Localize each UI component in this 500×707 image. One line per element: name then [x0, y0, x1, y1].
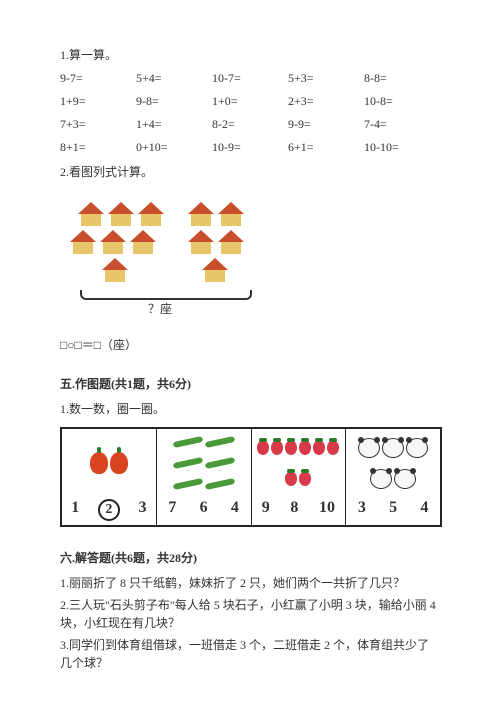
calc-cell: 10-8=: [364, 94, 440, 109]
count-cell: 3 5 4: [346, 429, 440, 525]
bracket-label: ？座: [60, 300, 260, 317]
pic-zone: [252, 429, 346, 497]
count-number: 8: [290, 499, 298, 517]
pepper-icon: [90, 452, 108, 474]
house-diagram: ？座: [60, 192, 260, 322]
count-number: 3: [138, 499, 146, 521]
cucumber-icon: [172, 478, 203, 490]
house-icon: [78, 202, 104, 226]
panda-icon: [394, 469, 416, 489]
calc-cell: 7-4=: [364, 117, 440, 132]
calc-cell: 5+4=: [136, 71, 212, 86]
calc-cell: 10-7=: [212, 71, 288, 86]
word-problem: 1.丽丽折了 8 只千纸鹤，妹妹折了 2 只，她们两个一共折了几只？: [60, 574, 440, 592]
num-zone: 7 6 4: [157, 497, 251, 521]
num-zone: 9 8 10: [252, 497, 346, 521]
formula: □○□＝□（座）: [60, 336, 440, 353]
cucumber-icon: [172, 436, 203, 448]
count-number: 10: [319, 499, 335, 517]
calc-cell: 8-2=: [212, 117, 288, 132]
strawberry-icon: [299, 472, 311, 486]
pic-zone: [346, 429, 440, 497]
count-number: 4: [420, 499, 428, 517]
cucumber-icon: [204, 457, 235, 469]
house-icon: [188, 202, 214, 226]
house-icon: [218, 230, 244, 254]
pic-zone: [62, 429, 156, 497]
house-icon: [138, 202, 164, 226]
section6-head: 六.解答题(共6题，共28分): [60, 549, 440, 566]
strawberry-icon: [257, 441, 269, 455]
calc-cell: 9-9=: [288, 117, 364, 132]
num-zone: 123: [62, 497, 156, 525]
count-cell: 9 8 10: [252, 429, 347, 525]
word-problems: 1.丽丽折了 8 只千纸鹤，妹妹折了 2 只，她们两个一共折了几只？ 2.三人玩"…: [60, 574, 440, 672]
calc-cell: 0+10=: [136, 140, 212, 155]
calc-cell: 9-7=: [60, 71, 136, 86]
calc-cell: 7+3=: [60, 117, 136, 132]
panda-icon: [370, 469, 392, 489]
house-icon: [188, 230, 214, 254]
calc-cell: 1+9=: [60, 94, 136, 109]
panda-icon: [382, 438, 404, 458]
calc-cell: 8-8=: [364, 71, 440, 86]
count-number: 2: [98, 499, 120, 521]
calc-row: 1+9=9-8=1+0=2+3=10-8=: [60, 94, 440, 109]
calc-cell: 9-8=: [136, 94, 212, 109]
calc-row: 9-7=5+4=10-7=5+3=8-8=: [60, 71, 440, 86]
strawberry-icon: [327, 441, 339, 455]
strawberry-icon: [313, 441, 325, 455]
house-icon: [102, 258, 128, 282]
count-cell: 123: [62, 429, 157, 525]
count-number: 6: [200, 499, 208, 517]
count-number: 1: [71, 499, 79, 521]
house-icon: [100, 230, 126, 254]
count-number: 4: [231, 499, 239, 517]
house-icon: [70, 230, 96, 254]
bracket: [80, 290, 252, 300]
count-table: 1237649810354: [60, 427, 442, 527]
calc-row: 7+3=1+4=8-2=9-9=7-4=: [60, 117, 440, 132]
q2-title: 2.看图列式计算。: [60, 163, 440, 180]
calc-grid: 9-7=5+4=10-7=5+3=8-8=1+9=9-8=1+0=2+3=10-…: [60, 71, 440, 155]
panda-icon: [406, 438, 428, 458]
house-icon: [218, 202, 244, 226]
section5-head: 五.作图题(共1题，共6分): [60, 375, 440, 392]
cucumber-icon: [172, 457, 203, 469]
panda-icon: [358, 438, 380, 458]
calc-cell: 8+1=: [60, 140, 136, 155]
cucumber-icon: [204, 478, 235, 490]
count-number: 7: [168, 499, 176, 517]
count-number: 9: [262, 499, 270, 517]
cucumber-icon: [204, 436, 235, 448]
house-icon: [202, 258, 228, 282]
count-number: 5: [389, 499, 397, 517]
num-zone: 3 5 4: [346, 497, 440, 521]
calc-cell: 10-9=: [212, 140, 288, 155]
calc-cell: 5+3=: [288, 71, 364, 86]
calc-cell: 1+4=: [136, 117, 212, 132]
strawberry-icon: [271, 441, 283, 455]
calc-cell: 10-10=: [364, 140, 440, 155]
word-problem: 2.三人玩"石头剪子布"每人给 5 块石子，小红赢了小明 3 块，输给小丽 4 …: [60, 596, 440, 632]
calc-cell: 6+1=: [288, 140, 364, 155]
pepper-icon: [110, 452, 128, 474]
calc-cell: 1+0=: [212, 94, 288, 109]
section5-q: 1.数一数，圈一圈。: [60, 400, 440, 417]
strawberry-icon: [285, 472, 297, 486]
calc-row: 8+1=0+10=10-9=6+1=10-10=: [60, 140, 440, 155]
house-icon: [108, 202, 134, 226]
house-icon: [130, 230, 156, 254]
count-number: 3: [358, 499, 366, 517]
strawberry-icon: [285, 441, 297, 455]
calc-cell: 2+3=: [288, 94, 364, 109]
strawberry-icon: [299, 441, 311, 455]
q1-title: 1.算一算。: [60, 46, 440, 63]
pic-zone: [157, 429, 251, 497]
count-cell: 7 6 4: [157, 429, 252, 525]
word-problem: 3.同学们到体育组借球，一班借走 3 个，二班借走 2 个，体育组共少了几个球？: [60, 636, 440, 672]
